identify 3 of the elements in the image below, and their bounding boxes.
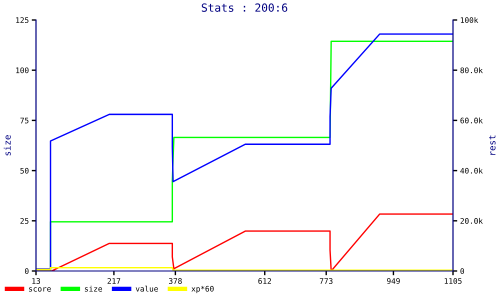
- y-axis-title: size: [4, 135, 11, 156]
- chart-title: Stats : 200:6: [202, 3, 288, 12]
- y2-axis-title: rest: [489, 136, 496, 155]
